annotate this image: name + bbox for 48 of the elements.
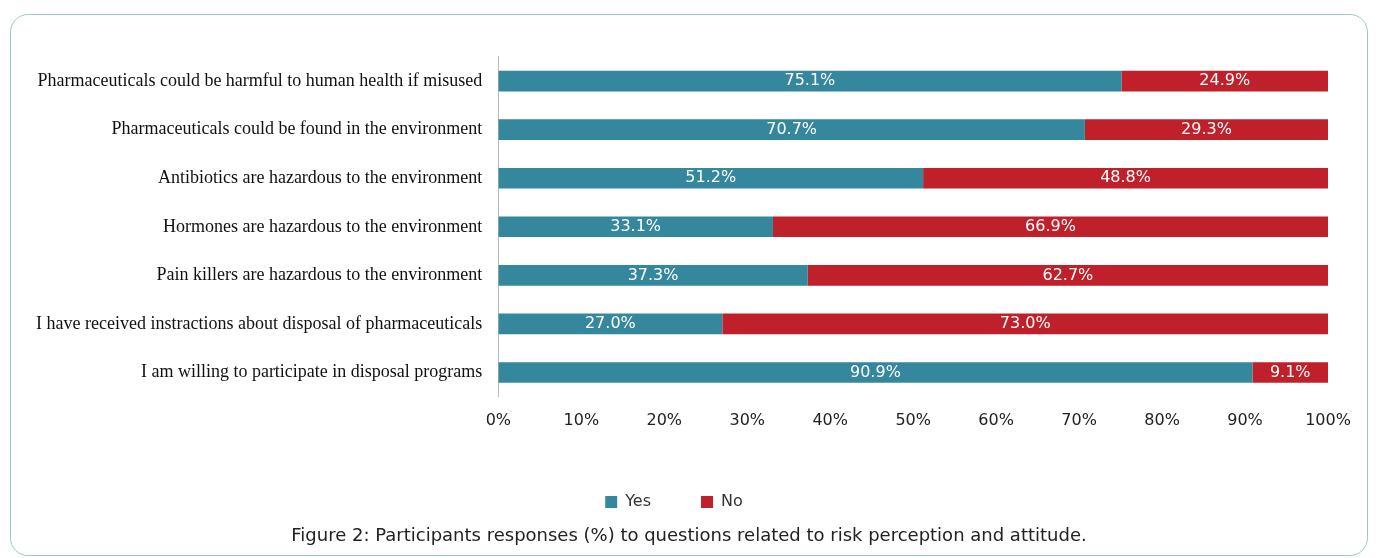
data-label: 29.3% bbox=[1181, 118, 1232, 138]
y-tick-label: Antibiotics are hazardous to the environment bbox=[157, 166, 483, 187]
bar bbox=[498, 362, 1253, 383]
y-tick-label: I have received instractions about disposal of pharmaceuticals bbox=[35, 312, 483, 333]
legend-label: Yes bbox=[624, 491, 652, 511]
x-tick-label: 60% bbox=[978, 409, 1014, 429]
data-label: 24.9% bbox=[1199, 70, 1251, 90]
x-tick-label: 40% bbox=[812, 409, 848, 429]
data-label: 62.7% bbox=[1042, 264, 1094, 284]
caption: Figure 2: Participants responses (%) to questions related to risk perception and attitude. bbox=[290, 524, 1088, 545]
bar bbox=[772, 216, 1328, 238]
bar bbox=[498, 119, 1085, 140]
y-tick-label: Pharmaceuticals could be found in the environment bbox=[111, 118, 483, 139]
legend-label: No bbox=[721, 491, 743, 511]
y-tick-label: Pain killers are hazardous to the environment bbox=[156, 264, 483, 285]
data-label: 90.9% bbox=[850, 361, 901, 381]
bar bbox=[1121, 70, 1328, 92]
bar bbox=[498, 265, 808, 286]
x-tick-label: 0% bbox=[485, 409, 512, 429]
bar bbox=[498, 216, 773, 238]
y-tick-label: I am willing to participate in disposal programs bbox=[140, 361, 483, 382]
bar bbox=[1084, 119, 1328, 140]
bar bbox=[923, 167, 1328, 189]
y-tick-label: Hormones are hazardous to the environment bbox=[162, 215, 483, 236]
data-label: 9.1% bbox=[1269, 361, 1311, 381]
bar bbox=[498, 167, 924, 189]
x-tick-label: 50% bbox=[895, 409, 931, 429]
bar bbox=[498, 313, 723, 335]
bar bbox=[807, 265, 1328, 286]
data-label: 70.7% bbox=[766, 118, 818, 138]
x-tick-label: 10% bbox=[563, 409, 600, 429]
x-tick-label: 80% bbox=[1144, 409, 1180, 429]
data-label: 33.1% bbox=[610, 215, 662, 235]
data-label: 51.2% bbox=[685, 167, 737, 187]
data-label: 73.0% bbox=[999, 313, 1051, 333]
bar bbox=[498, 70, 1122, 92]
data-label: 48.8% bbox=[1100, 167, 1151, 187]
x-tick-label: 30% bbox=[729, 409, 766, 429]
x-tick-label: 90% bbox=[1227, 409, 1263, 429]
data-label: 37.3% bbox=[627, 264, 679, 284]
bar bbox=[722, 313, 1328, 335]
y-tick-label: Pharmaceuticals could be harmful to human health if misused bbox=[37, 69, 483, 90]
data-label: 27.0% bbox=[584, 313, 636, 333]
x-tick-label: 20% bbox=[646, 409, 683, 429]
x-tick-label: 70% bbox=[1061, 409, 1097, 429]
x-tick-label: 100% bbox=[1305, 409, 1351, 429]
data-label: 66.9% bbox=[1025, 215, 1076, 235]
data-label: 75.1% bbox=[784, 70, 836, 90]
